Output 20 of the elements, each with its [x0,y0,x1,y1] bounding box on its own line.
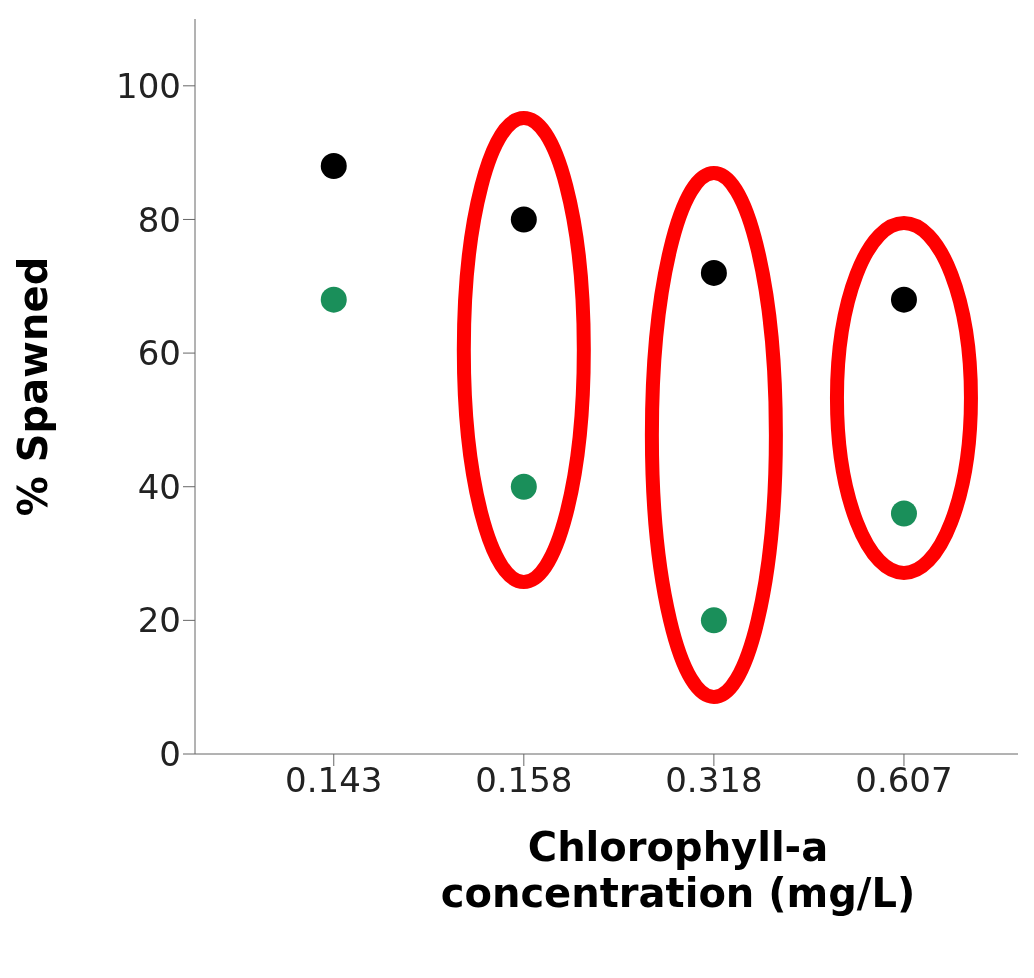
point [890,286,917,313]
point [320,286,347,313]
point [510,473,537,500]
y-tick-label: 40 [137,466,181,507]
x-tick-label: 0.158 [475,760,573,801]
y-tick-label: 80 [137,199,181,240]
y-axis-title: % Spawned [10,256,57,517]
y-tick-label: 0 [159,734,181,775]
x-tick-label: 0.318 [665,760,763,801]
point [700,607,727,634]
x-tick-label: 0.607 [855,760,953,801]
point [700,259,727,286]
x-axis-title: Chlorophyll-a concentration (mg/L) [439,824,917,916]
y-tick-label: 20 [137,600,181,641]
point [890,500,917,527]
point [320,153,347,179]
x-tick-label: 0.143 [285,760,383,801]
y-tick-label: 100 [116,65,181,106]
point [510,206,537,233]
y-tick-label: 60 [137,333,181,374]
